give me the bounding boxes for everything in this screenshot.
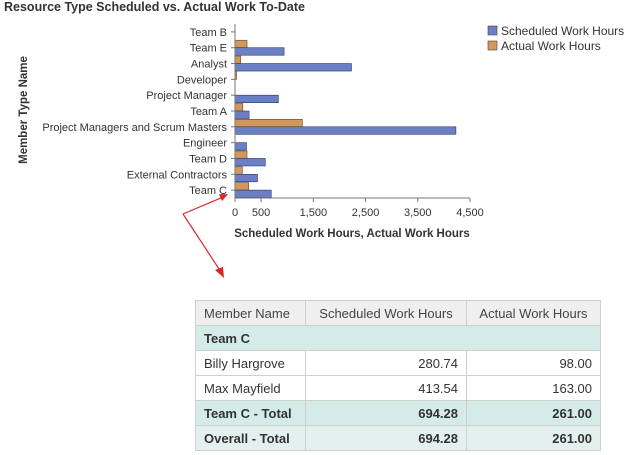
bar-scheduled-team-d [234, 158, 266, 167]
x-tick-label: 500 [252, 207, 270, 219]
bar-scheduled-project-manager [234, 94, 279, 103]
total-label: Overall - Total [195, 425, 306, 451]
actual-hours-cell: 163.00 [466, 375, 601, 401]
arrow-line-lower [182, 213, 222, 273]
column-header-actual-work-hours: Actual Work Hours [466, 300, 601, 326]
bar-actual-team-c [234, 182, 249, 191]
group-label: Team C [195, 325, 601, 351]
y-tick-label-engineer: Engineer [183, 138, 227, 150]
bar-scheduled-team-e [234, 47, 285, 56]
y-tick-label-project-manager: Project Manager [146, 90, 227, 102]
chart: Resource Type Scheduled vs. Actual Work … [4, 0, 624, 278]
y-tick-label-project-managers-and-scrum-masters: Project Managers and Scrum Masters [42, 122, 227, 134]
legend-swatch-actual-work-hours [487, 40, 498, 51]
x-tick-label: 1,500 [300, 207, 328, 219]
detail-table: Member Name Scheduled Work Hours Actual … [195, 300, 601, 451]
total-scheduled-cell: 694.28 [305, 425, 467, 451]
subtotal-label: Team C - Total [195, 400, 306, 426]
arrow-head-upper [219, 194, 228, 202]
bar-scheduled-external-contractors [234, 173, 258, 183]
legend-label-scheduled-work-hours: Scheduled Work Hours [501, 24, 624, 38]
bar-actual-analyst [234, 55, 242, 64]
group-row: Team C [195, 325, 601, 351]
legend-label-actual-work-hours: Actual Work Hours [501, 39, 601, 53]
bar-actual-project-managers-and-scrum-masters [234, 119, 303, 128]
chart-title: Resource Type Scheduled vs. Actual Work … [4, 0, 305, 14]
y-tick-label-team-a: Team A [190, 106, 227, 118]
bar-scheduled-analyst [234, 63, 352, 72]
bar-actual-team-a [234, 103, 244, 112]
y-tick-label-developer: Developer [177, 74, 227, 86]
x-tick-label: 4,500 [456, 207, 484, 219]
x-tick-label: 2,500 [352, 207, 380, 219]
y-tick-label-team-c: Team C [189, 185, 227, 197]
bar-actual-external-contractors [234, 166, 243, 175]
arrow-head-lower [215, 267, 224, 278]
x-axis-title: Scheduled Work Hours, Actual Work Hours [234, 228, 470, 240]
bar-scheduled-engineer [234, 142, 247, 151]
x-tick-label: 3,500 [404, 207, 432, 219]
y-tick-label-team-e: Team E [190, 43, 227, 55]
scheduled-hours-cell: 280.74 [305, 350, 467, 376]
bar-scheduled-project-managers-and-scrum-masters [234, 126, 457, 135]
total-row: Overall - Total 694.28 261.00 [195, 425, 601, 451]
legend-swatch-scheduled-work-hours [487, 25, 498, 36]
y-tick-label-analyst: Analyst [191, 59, 227, 71]
column-header-scheduled-work-hours: Scheduled Work Hours [305, 300, 467, 326]
y-tick-label-external-contractors: External Contractors [127, 169, 228, 181]
subtotal-row: Team C - Total 694.28 261.00 [195, 400, 601, 426]
y-tick-label-team-d: Team D [189, 153, 227, 165]
bar-scheduled-team-a [234, 110, 250, 119]
table-row: Billy Hargrove 280.74 98.00 [195, 350, 601, 376]
column-header-member-name: Member Name [195, 300, 306, 326]
table-row: Max Mayfield 413.54 163.00 [195, 375, 601, 401]
member-name-cell: Billy Hargrove [195, 350, 306, 376]
y-axis-title: Member Type Name [18, 56, 30, 164]
member-name-cell: Max Mayfield [195, 375, 306, 401]
actual-hours-cell: 98.00 [466, 350, 601, 376]
arrow-line-upper [182, 196, 224, 215]
subtotal-scheduled-cell: 694.28 [305, 400, 467, 426]
bar-scheduled-team-c [234, 189, 272, 198]
table-header-row: Member Name Scheduled Work Hours Actual … [195, 300, 601, 326]
scheduled-hours-cell: 413.54 [305, 375, 467, 401]
x-tick-label: 0 [232, 207, 238, 219]
y-tick-label-team-b: Team B [190, 27, 227, 39]
bar-actual-team-d [234, 150, 248, 159]
callout-arrows [182, 194, 228, 278]
bar-actual-team-e [234, 39, 248, 49]
subtotal-actual-cell: 261.00 [466, 400, 601, 426]
total-actual-cell: 261.00 [466, 425, 601, 451]
